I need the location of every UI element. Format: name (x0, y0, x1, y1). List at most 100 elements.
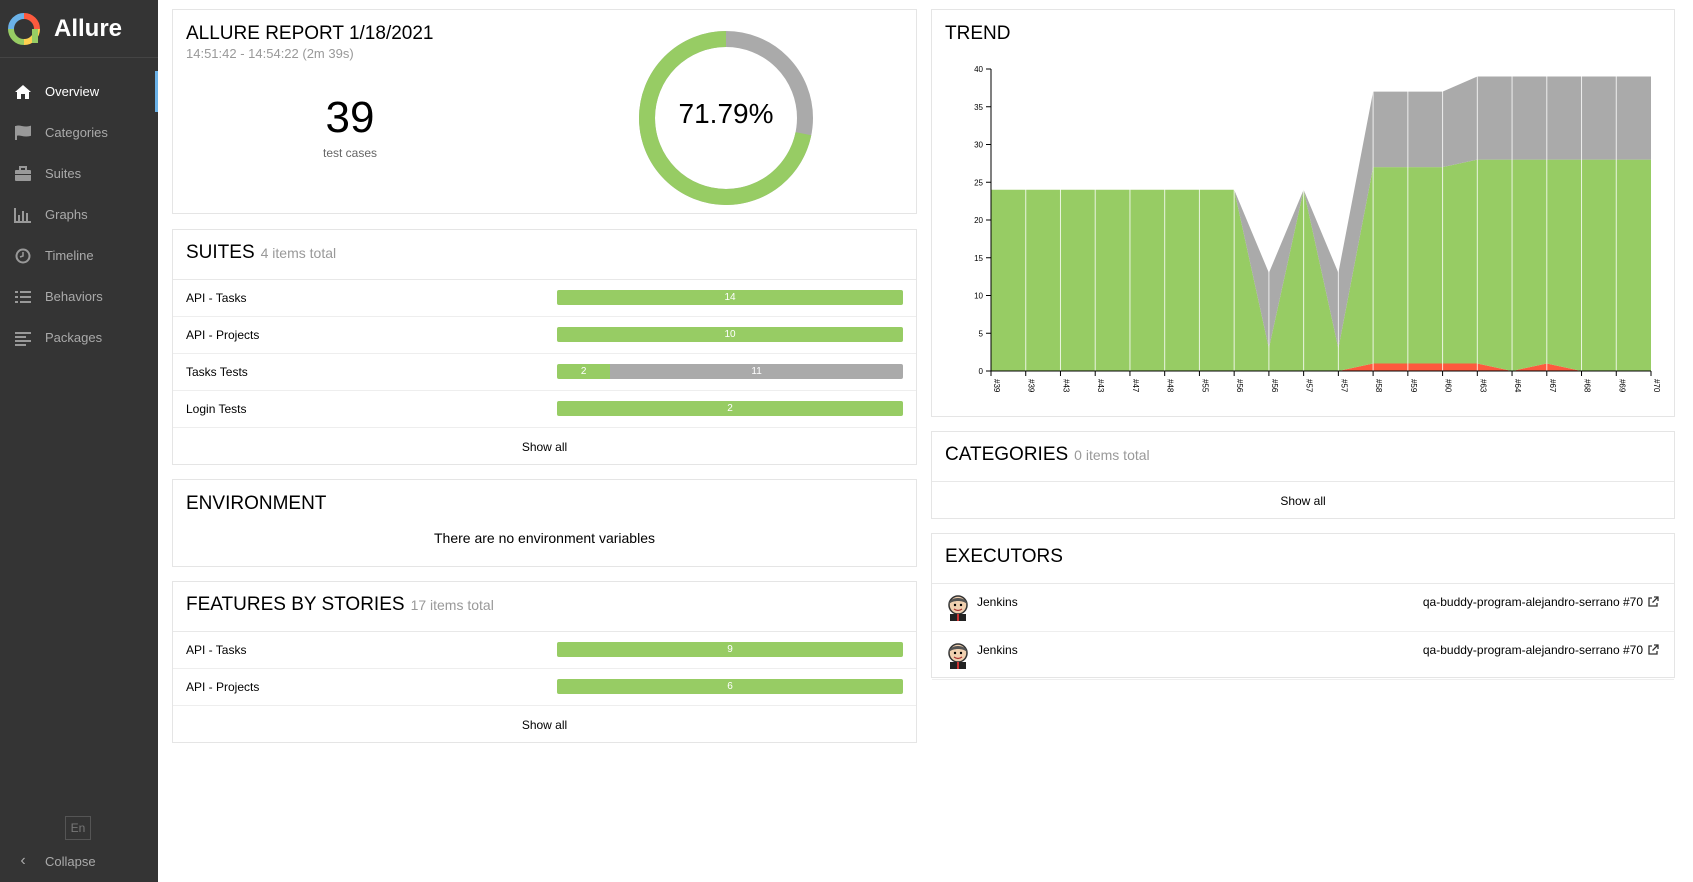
suites-row[interactable]: API - Projects 10 (173, 317, 916, 354)
suites-status-bar: 10 (557, 327, 903, 342)
suites-title: SUITES (186, 242, 255, 263)
nav-item-timeline[interactable]: Timeline (0, 235, 158, 276)
trend-y-tick-label: 25 (974, 178, 983, 187)
trend-x-tick-label: #57 (1339, 379, 1348, 393)
passed-segment: 2 (557, 401, 903, 416)
features-status-bar: 6 (557, 679, 903, 694)
trend-y-tick-label: 40 (974, 65, 983, 74)
trend-x-tick-label: #56 (1235, 379, 1244, 393)
trend-x-tick-label: #47 (1131, 379, 1140, 393)
trend-area-unknown (991, 76, 1651, 349)
nav-item-behaviors[interactable]: Behaviors (0, 276, 158, 317)
nav-label: Categories (45, 125, 108, 140)
nav-label: Suites (45, 166, 82, 181)
features-list: API - Tasks 9 API - Projects 6 (173, 632, 916, 706)
trend-x-tick-label: #57 (1305, 379, 1314, 393)
chevron-left-icon: ‹ (20, 852, 26, 869)
executor-name: Jenkins (977, 643, 1018, 657)
suites-row-name: Login Tests (186, 402, 247, 416)
environment-widget: ENVIRONMENT There are no environment var… (172, 479, 917, 567)
trend-x-tick-label: #68 (1583, 379, 1592, 393)
clock-icon (12, 247, 34, 265)
allure-logo-icon (8, 12, 40, 45)
executor-build-link[interactable]: qa-buddy-program-alejandro-serrano #70 (1423, 643, 1659, 657)
language-selector[interactable]: En (65, 816, 91, 840)
trend-chart: 0 5 10 15 20 25 30 35 40 #39 #39 #43 #43 #47 #48 #55 #56… (974, 65, 1661, 393)
trend-area-failed (991, 363, 1651, 371)
nav-item-graphs[interactable]: Graphs (0, 194, 158, 235)
features-row[interactable]: API - Projects 6 (173, 669, 916, 706)
suites-row-name: Tasks Tests (186, 365, 248, 379)
external-link-icon (1648, 596, 1659, 607)
features-row[interactable]: API - Tasks 9 (173, 632, 916, 669)
trend-x-tick-label: #64 (1513, 379, 1522, 393)
features-row-name: API - Tasks (186, 643, 247, 657)
trend-y-tick-label: 20 (974, 216, 983, 225)
trend-x-tick-label: #43 (1096, 379, 1105, 393)
trend-x-tick-label: #63 (1478, 379, 1487, 393)
executor-row: Jenkins qa-buddy-program-alejandro-serran… (932, 584, 1674, 632)
collapse-button[interactable]: ‹ Collapse (12, 852, 96, 870)
trend-y-tick-label: 10 (974, 292, 983, 301)
test-count: 39 (325, 93, 375, 142)
executor-name: Jenkins (977, 595, 1018, 609)
jenkins-avatar-icon (945, 594, 971, 625)
categories-show-all-link[interactable]: Show all (1280, 493, 1326, 508)
trend-x-tick-label: #56 (1270, 379, 1279, 393)
executors-widget: EXECUTORS Jenkins qa-buddy-program-alejan… (931, 533, 1675, 680)
sidebar: Allure Overview Categories Suites Graphs (0, 0, 158, 882)
features-count: 17 items total (410, 597, 494, 613)
nav-label: Graphs (45, 207, 88, 222)
collapse-label: Collapse (45, 853, 96, 869)
trend-x-tick-label: #60 (1444, 379, 1453, 393)
features-widget: FEATURES BY STORIES 17 items total API -… (172, 581, 917, 743)
trend-title: TREND (945, 23, 1011, 44)
flag-icon (12, 124, 34, 142)
passed-segment: 14 (557, 290, 903, 305)
trend-x-tick-label: #48 (1166, 379, 1175, 393)
nav-item-categories[interactable]: Categories (0, 112, 158, 153)
donut-passed-arc (639, 31, 813, 205)
environment-header: ENVIRONMENT (173, 480, 916, 528)
passed-segment: 10 (557, 327, 903, 342)
trend-x-tick-label: #59 (1409, 379, 1418, 393)
suites-row[interactable]: Login Tests 2 (173, 391, 916, 428)
nav-item-packages[interactable]: Packages (0, 317, 158, 358)
features-show-all-link[interactable]: Show all (521, 717, 568, 732)
brand[interactable]: Allure (0, 0, 158, 58)
suites-row[interactable]: Tasks Tests 2 11 (173, 354, 916, 391)
external-link-icon (1648, 644, 1659, 655)
environment-title: ENVIRONMENT (186, 493, 327, 514)
trend-x-tick-label: #58 (1374, 379, 1383, 393)
trend-y-tick-label: 0 (979, 367, 984, 376)
nav-item-overview[interactable]: Overview (0, 71, 158, 112)
trend-y-tick-label: 30 (974, 141, 983, 150)
passed-segment: 6 (557, 679, 903, 694)
briefcase-icon (12, 165, 34, 183)
categories-count: 0 items total (1074, 447, 1150, 463)
passed-segment: 9 (557, 642, 903, 657)
summary-widget: ALLURE REPORT 1/18/2021 14:51:42 - 14:54… (172, 9, 917, 214)
environment-empty-message: There are no environment variables (433, 530, 655, 546)
success-donut-chart (639, 31, 813, 205)
report-title: ALLURE REPORT 1/18/2021 (186, 23, 434, 44)
suites-row[interactable]: API - Tasks 14 (173, 280, 916, 317)
jenkins-avatar-icon (945, 642, 971, 673)
passed-segment: 2 (557, 364, 611, 379)
nav-item-suites[interactable]: Suites (0, 153, 158, 194)
suites-show-all-link[interactable]: Show all (521, 439, 568, 454)
test-count-label: test cases (322, 146, 378, 160)
trend-x-tick-label: #67 (1548, 379, 1557, 393)
trend-y-tick-label: 35 (974, 103, 983, 112)
trend-area-passed (991, 159, 1651, 371)
features-row-name: API - Projects (186, 680, 260, 694)
trend-widget: TREND 0 5 10 15 20 25 30 35 40 #39 #39 #43 #43 #47 #48… (931, 9, 1675, 417)
executor-build-link[interactable]: qa-buddy-program-alejandro-serrano #70 (1423, 595, 1659, 609)
list-icon (12, 288, 34, 306)
categories-title: CATEGORIES (945, 444, 1069, 465)
trend-x-tick-label: #55 (1200, 379, 1209, 393)
trend-x-tick-label: #43 (1061, 379, 1070, 393)
categories-header: CATEGORIES 0 items total (932, 432, 1674, 482)
trend-x-tick-label: #39 (1027, 379, 1036, 393)
executor-build-label: qa-buddy-program-alejandro-serrano #70 (1422, 643, 1643, 657)
